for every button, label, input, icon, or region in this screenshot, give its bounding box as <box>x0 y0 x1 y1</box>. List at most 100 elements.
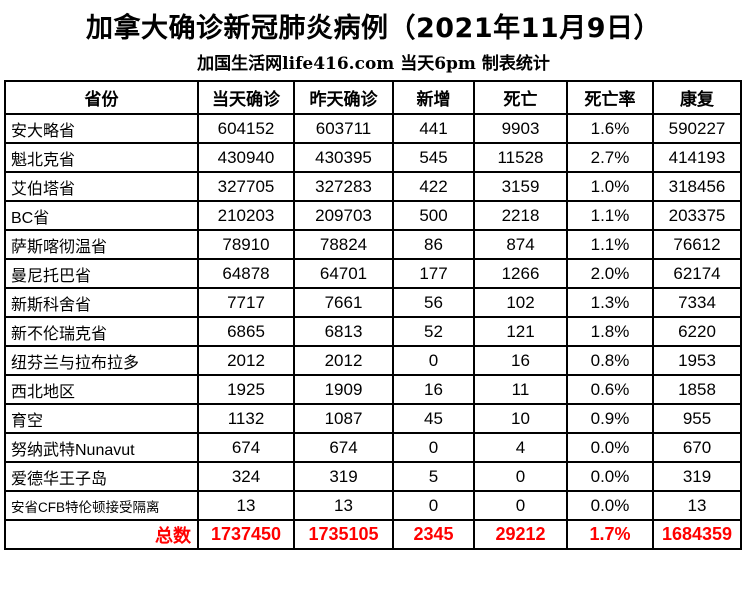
province-name: 爱德华王子岛 <box>4 461 199 492</box>
stat-value: 102 <box>473 287 568 318</box>
total-label: 总数 <box>4 519 199 550</box>
column-header-yesterday-confirmed: 昨天确诊 <box>293 80 394 115</box>
province-name: 新不伦瑞克省 <box>4 316 199 347</box>
province-name: 曼尼托巴省 <box>4 258 199 289</box>
total-row: 总数 1737450 1735105 2345 29212 1.7% 16843… <box>4 519 742 550</box>
stat-value: 0 <box>392 490 475 521</box>
column-header-today-confirmed: 当天确诊 <box>197 80 295 115</box>
table-row: 萨斯喀彻温省 78910 78824 86 874 1.1% 76612 <box>4 229 742 260</box>
stat-value: 874 <box>473 229 568 260</box>
stat-value: 78910 <box>197 229 295 260</box>
stat-value: 319 <box>652 461 742 492</box>
header-row: 省份 当天确诊 昨天确诊 新增 死亡 死亡率 康复 <box>4 80 742 115</box>
stat-value: 13 <box>293 490 394 521</box>
stat-value: 52 <box>392 316 475 347</box>
column-header-recovered: 康复 <box>652 80 742 115</box>
stat-value: 422 <box>392 171 475 202</box>
total-today-confirmed: 1737450 <box>197 519 295 550</box>
stat-value: 210203 <box>197 200 295 231</box>
stat-value: 327283 <box>293 171 394 202</box>
stat-value: 78824 <box>293 229 394 260</box>
total-recovered: 1684359 <box>652 519 742 550</box>
stat-value: 10 <box>473 403 568 434</box>
stat-value: 674 <box>293 432 394 463</box>
total-death-rate: 1.7% <box>566 519 654 550</box>
table-row: 魁北克省 430940 430395 545 11528 2.7% 414193 <box>4 142 742 173</box>
stat-value: 545 <box>392 142 475 173</box>
stat-value: 1858 <box>652 374 742 405</box>
stat-value: 0 <box>473 490 568 521</box>
stat-value: 0 <box>473 461 568 492</box>
stat-value: 5 <box>392 461 475 492</box>
subtitle: 加国生活网life416.com 当天6pm 制表统计 <box>197 54 550 74</box>
stat-value: 9903 <box>473 113 568 144</box>
stat-value: 6865 <box>197 316 295 347</box>
stat-value: 6813 <box>293 316 394 347</box>
stat-value: 0.0% <box>566 461 654 492</box>
stat-value: 2.7% <box>566 142 654 173</box>
stat-value: 670 <box>652 432 742 463</box>
total-new-cases: 2345 <box>392 519 475 550</box>
column-header-deaths: 死亡 <box>473 80 568 115</box>
stat-value: 1.8% <box>566 316 654 347</box>
column-header-province: 省份 <box>4 80 199 115</box>
total-yesterday-confirmed: 1735105 <box>293 519 394 550</box>
stat-value: 0 <box>392 432 475 463</box>
province-name: BC省 <box>4 200 199 231</box>
table-header: 省份 当天确诊 昨天确诊 新增 死亡 死亡率 康复 <box>4 80 742 115</box>
stat-value: 430940 <box>197 142 295 173</box>
stat-value: 0.0% <box>566 432 654 463</box>
province-name: 新斯科舍省 <box>4 287 199 318</box>
stat-value: 16 <box>473 345 568 376</box>
province-name: 纽芬兰与拉布拉多 <box>4 345 199 376</box>
stat-value: 1087 <box>293 403 394 434</box>
table-row: 曼尼托巴省 64878 64701 177 1266 2.0% 62174 <box>4 258 742 289</box>
stat-value: 1.1% <box>566 200 654 231</box>
province-name: 魁北克省 <box>4 142 199 173</box>
stat-value: 203375 <box>652 200 742 231</box>
stat-value: 1132 <box>197 403 295 434</box>
stat-value: 86 <box>392 229 475 260</box>
stat-value: 674 <box>197 432 295 463</box>
table-row: 西北地区 1925 1909 16 11 0.6% 1858 <box>4 374 742 405</box>
stat-value: 590227 <box>652 113 742 144</box>
stat-value: 0.8% <box>566 345 654 376</box>
total-deaths: 29212 <box>473 519 568 550</box>
stat-value: 1909 <box>293 374 394 405</box>
stat-value: 500 <box>392 200 475 231</box>
table-body: 安大略省 604152 603711 441 9903 1.6% 590227 魁北克省 430… <box>4 113 742 521</box>
stat-value: 2012 <box>293 345 394 376</box>
stat-value: 11 <box>473 374 568 405</box>
table-row: 努纳武特Nunavut 674 674 0 4 0.0% 670 <box>4 432 742 463</box>
page-title: 加拿大确诊新冠肺炎病例（2021年11月9日） <box>85 13 661 44</box>
stat-value: 64701 <box>293 258 394 289</box>
column-header-new-cases: 新增 <box>392 80 475 115</box>
province-name: 育空 <box>4 403 199 434</box>
table-footer: 总数 1737450 1735105 2345 29212 1.7% 16843… <box>4 519 742 550</box>
stat-value: 3159 <box>473 171 568 202</box>
stat-value: 11528 <box>473 142 568 173</box>
stat-value: 62174 <box>652 258 742 289</box>
stat-value: 2218 <box>473 200 568 231</box>
covid-stats-table: 省份 当天确诊 昨天确诊 新增 死亡 死亡率 康复 安大略省 604152 6037… <box>4 80 742 550</box>
stat-value: 604152 <box>197 113 295 144</box>
province-name: 艾伯塔省 <box>4 171 199 202</box>
stat-value: 1953 <box>652 345 742 376</box>
stat-value: 13 <box>652 490 742 521</box>
stat-value: 327705 <box>197 171 295 202</box>
stat-value: 64878 <box>197 258 295 289</box>
stat-value: 16 <box>392 374 475 405</box>
stat-value: 1.6% <box>566 113 654 144</box>
table-row: BC省 210203 209703 500 2218 1.1% 203375 <box>4 200 742 231</box>
province-name: 萨斯喀彻温省 <box>4 229 199 260</box>
stat-value: 177 <box>392 258 475 289</box>
stat-value: 2012 <box>197 345 295 376</box>
stat-value: 1.1% <box>566 229 654 260</box>
stat-value: 7717 <box>197 287 295 318</box>
stat-value: 1266 <box>473 258 568 289</box>
table-row: 育空 1132 1087 45 10 0.9% 955 <box>4 403 742 434</box>
stat-value: 7334 <box>652 287 742 318</box>
stat-value: 0.6% <box>566 374 654 405</box>
stat-value: 0.0% <box>566 490 654 521</box>
table-row: 新斯科舍省 7717 7661 56 102 1.3% 7334 <box>4 287 742 318</box>
